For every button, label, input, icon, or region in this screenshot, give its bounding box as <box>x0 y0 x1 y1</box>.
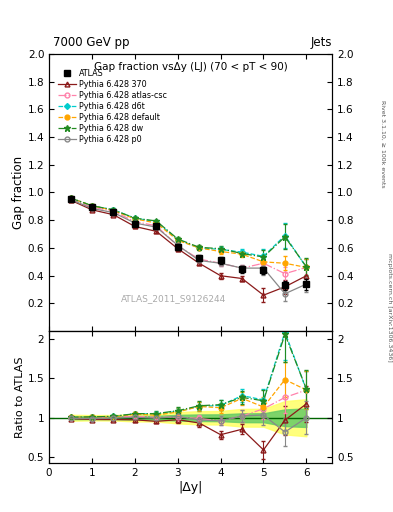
X-axis label: |Δy|: |Δy| <box>178 481 203 494</box>
Y-axis label: Gap fraction: Gap fraction <box>12 156 25 229</box>
Legend: ATLAS, Pythia 6.428 370, Pythia 6.428 atlas-csc, Pythia 6.428 d6t, Pythia 6.428 : ATLAS, Pythia 6.428 370, Pythia 6.428 at… <box>56 66 170 146</box>
Y-axis label: Ratio to ATLAS: Ratio to ATLAS <box>15 356 25 438</box>
Text: ATLAS_2011_S9126244: ATLAS_2011_S9126244 <box>121 294 226 304</box>
Text: Rivet 3.1.10, ≥ 100k events: Rivet 3.1.10, ≥ 100k events <box>381 99 386 187</box>
Text: Gap fraction vsΔy (LJ) (70 < pT < 90): Gap fraction vsΔy (LJ) (70 < pT < 90) <box>94 62 288 72</box>
Text: mcplots.cern.ch [arXiv:1306.3436]: mcplots.cern.ch [arXiv:1306.3436] <box>387 253 391 361</box>
Text: 7000 GeV pp: 7000 GeV pp <box>53 36 130 49</box>
Text: Jets: Jets <box>310 36 332 49</box>
